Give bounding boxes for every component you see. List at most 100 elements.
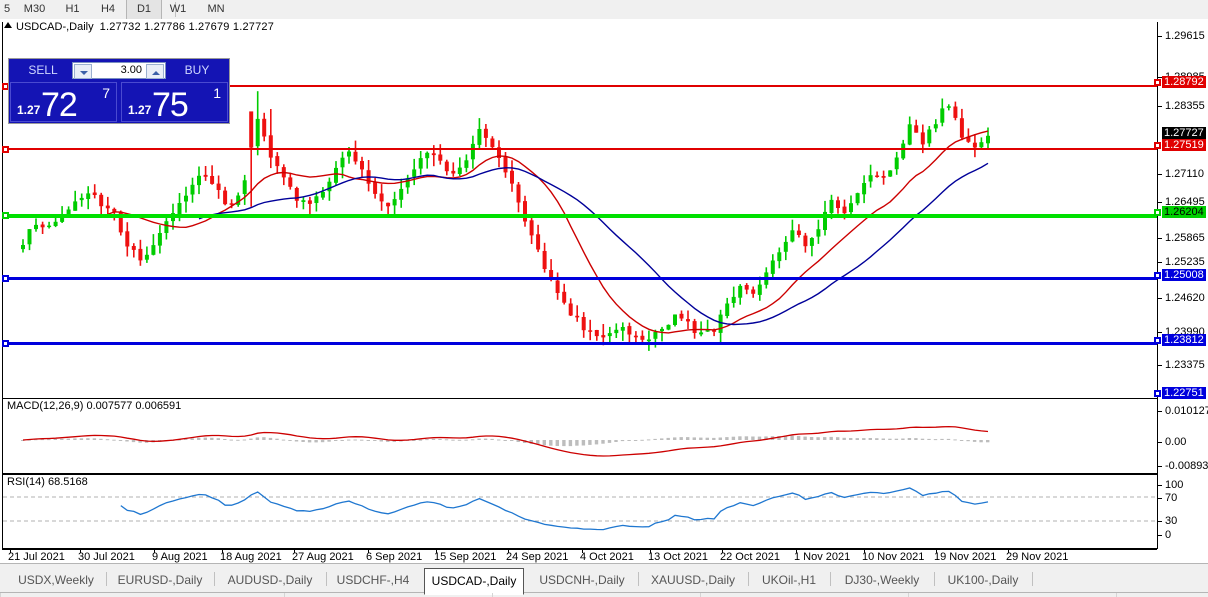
level-line-support-green[interactable] <box>3 214 1158 218</box>
date-tick <box>154 550 155 553</box>
candlestick-chart <box>21 91 990 351</box>
level-handle[interactable] <box>1154 79 1161 86</box>
scale-tick <box>1158 238 1162 239</box>
level-handle-support-green[interactable] <box>2 212 9 219</box>
level-handle[interactable] <box>1154 272 1161 279</box>
date-label: 21 Jul 2021 <box>8 551 65 563</box>
tab-separator <box>638 572 639 586</box>
scale-tick <box>1158 298 1162 299</box>
tab-separator <box>106 572 107 586</box>
chart-tab-audusd-daily[interactable]: AUDUSD-,Daily <box>227 573 313 587</box>
scale-tick <box>1158 535 1162 536</box>
level-handle[interactable] <box>1154 209 1161 216</box>
scale-tick <box>1158 106 1162 107</box>
scale-tick <box>1158 332 1162 333</box>
one-click-trading-panel[interactable]: SELL 3.00 BUY 1.27 72 7 1.27 75 1 <box>8 58 230 124</box>
tabbar-cell-divider <box>492 593 494 597</box>
price-tag[interactable]: 1.27519 <box>1162 139 1206 151</box>
timeframe-button-mn[interactable]: MN <box>207 3 225 15</box>
price-tick-label: 1.26495 <box>1165 196 1205 208</box>
level-line-resistance-mid[interactable] <box>3 148 1158 150</box>
chart-tab-usdcnh-daily[interactable]: USDCNH-,Daily <box>539 573 625 587</box>
level-handle[interactable] <box>1154 142 1161 149</box>
date-tick <box>10 550 11 553</box>
date-label: 6 Sep 2021 <box>366 551 423 563</box>
tabbar-underline <box>0 592 1208 593</box>
chart-tab-usdchf-h4[interactable]: USDCHF-,H4 <box>336 573 410 587</box>
level-handle-resistance-mid[interactable] <box>2 146 9 153</box>
chart-tab-eurusd-daily[interactable]: EURUSD-,Daily <box>117 573 203 587</box>
price-tick-label: 1.25235 <box>1165 256 1205 268</box>
tabbar-cell-divider <box>0 593 2 597</box>
date-label: 19 Nov 2021 <box>934 551 997 563</box>
rsi-tick-label: 100 <box>1165 479 1184 491</box>
level-line-support-blue-2[interactable] <box>3 342 1158 345</box>
date-tick <box>936 550 937 553</box>
level-handle-support-blue-2[interactable] <box>2 340 9 347</box>
ohlc-values: 1.27732 1.27786 1.27679 1.27727 <box>99 21 275 33</box>
symbol-name: USDCAD-,Daily <box>16 21 94 33</box>
volume-stepper[interactable]: 3.00 <box>72 62 166 79</box>
rsi-pane[interactable]: RSI(14) 68.5168 <box>2 474 1157 549</box>
date-tick <box>1008 550 1009 553</box>
scale-tick <box>1158 498 1162 499</box>
date-tick <box>294 550 295 553</box>
collapse-triangle-icon[interactable] <box>4 22 12 28</box>
chart-tab-ukoil-h1[interactable]: UKOil-,H1 <box>761 573 816 587</box>
price-tag[interactable]: 1.25008 <box>1162 269 1206 281</box>
sell-label: SELL <box>28 63 58 77</box>
price-tag[interactable]: 1.28792 <box>1162 76 1206 88</box>
price-tag[interactable]: 1.22751 <box>1162 387 1206 399</box>
chart-tab-dj30-weekly[interactable]: DJ30-,Weekly <box>844 573 920 587</box>
level-line-support-blue-1[interactable] <box>3 277 1158 280</box>
price-tag[interactable]: 1.23812 <box>1162 334 1206 346</box>
macd-pane[interactable]: MACD(12,26,9) 0.007577 0.006591 <box>2 398 1157 474</box>
timeframe-toolbar: 5 M30 H1 H4 D1 W1 MN <box>0 0 1208 20</box>
chart-tab-usdcad-daily[interactable]: USDCAD-,Daily <box>424 568 524 595</box>
sell-button[interactable]: 1.27 72 7 <box>10 82 117 124</box>
price-scale[interactable]: 1.296151.289851.283551.271101.264951.258… <box>1154 22 1208 549</box>
level-handle[interactable] <box>1154 390 1161 397</box>
rsi-label: RSI(14) 68.5168 <box>7 476 88 488</box>
price-pane[interactable] <box>2 22 1158 415</box>
date-tick <box>80 550 81 553</box>
level-handle-support-blue-1[interactable] <box>2 275 9 282</box>
timeframe-button-w1[interactable]: W1 <box>169 3 187 15</box>
date-tick <box>436 550 437 553</box>
level-line-resistance-upper[interactable] <box>3 85 1158 87</box>
buy-label: BUY <box>184 63 210 77</box>
timeframe-button-5[interactable]: 5 <box>3 3 11 15</box>
timeframe-button-h1[interactable]: H1 <box>65 3 80 15</box>
timeframe-button-d1[interactable]: D1 <box>126 0 162 19</box>
date-label: 30 Jul 2021 <box>78 551 135 563</box>
date-axis: 21 Jul 2021 30 Jul 2021 9 Aug 2021 18 Aug 2… <box>2 549 1157 563</box>
chart-tab-uk100-daily[interactable]: UK100-,Daily <box>947 573 1019 587</box>
rsi-tick-label: 0 <box>1165 529 1172 541</box>
chart-tab-xauusd-daily[interactable]: XAUUSD-,Daily <box>650 573 735 587</box>
timeframe-button-m30[interactable]: M30 <box>23 3 46 15</box>
level-handle[interactable] <box>1154 337 1161 344</box>
buy-price-fraction: 1 <box>213 85 221 101</box>
price-tag[interactable]: 1.26204 <box>1162 206 1206 218</box>
tab-separator <box>830 572 831 586</box>
scale-tick <box>1158 485 1162 486</box>
volume-decrement-button[interactable] <box>74 64 92 79</box>
timeframe-button-h4[interactable]: H4 <box>100 3 116 15</box>
volume-increment-button[interactable] <box>146 64 164 79</box>
chart-tab-bar[interactable]: USDX,Weekly EURUSD-,Daily AUDUSD-,Daily USD… <box>0 563 1208 597</box>
price-tick-label: 1.28355 <box>1165 100 1205 112</box>
tabbar-cell-divider <box>700 593 702 597</box>
tab-separator <box>214 572 215 586</box>
sell-price-prefix: 1.27 <box>17 103 41 117</box>
scale-tick <box>1158 466 1162 467</box>
tabbar-cell-divider <box>1116 593 1118 597</box>
chart-tab-usdx-weekly[interactable]: USDX,Weekly <box>18 573 94 587</box>
rsi-tick-label: 70 <box>1165 492 1178 504</box>
buy-price-prefix: 1.27 <box>128 103 152 117</box>
macd-tick-label: 0.010127 <box>1165 405 1208 417</box>
chart-area[interactable]: USDCAD-,Daily 1.27732 1.27786 1.27679 1.2… <box>0 19 1208 563</box>
scale-tick <box>1158 365 1162 366</box>
date-label: 1 Nov 2021 <box>794 551 851 563</box>
buy-button[interactable]: 1.27 75 1 <box>121 82 228 124</box>
price-tag[interactable]: 1.27727 <box>1162 127 1206 139</box>
